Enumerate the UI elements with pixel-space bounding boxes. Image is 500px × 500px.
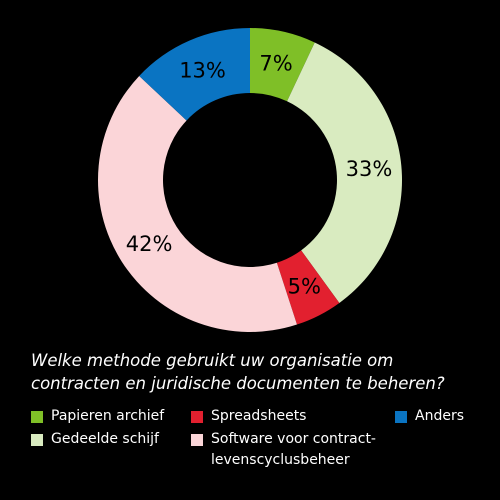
legend-swatch-anders — [395, 411, 407, 423]
legend-label-spreadsheets: Spreadsheets — [211, 406, 306, 427]
slice-label-spreadsheets: 5% — [288, 274, 321, 298]
slice-label-papieren-archief: 7% — [259, 51, 292, 75]
legend-label-software-clm-line-1: Software voor contract- — [211, 431, 376, 447]
slice-label-gedeelde-schijf: 33% — [346, 157, 393, 181]
legend-label-spreadsheets-line-1: Spreadsheets — [211, 408, 307, 424]
legend-swatch-spreadsheets — [191, 411, 203, 423]
legend-label-gedeelde-schijf-line-1: Gedeelde schijf — [51, 431, 159, 447]
legend-label-papieren-archief-line-1: Papieren archief — [51, 408, 165, 424]
slice-software-voor-contract-levenscyclusbeheer — [98, 75, 297, 332]
legend-label-software-clm-line-2: levenscyclusbeheer — [211, 452, 350, 468]
legend-swatch-papieren-archief — [31, 411, 43, 423]
legend-item-spreadsheets: Spreadsheets — [191, 406, 306, 427]
donut-chart: 7% 33% 5% 42% 13% — [98, 28, 402, 332]
slice-label-software-voor-contract-levenscyclusbeheer: 42% — [126, 232, 173, 256]
legend-item-gedeelde-schijf: Gedeelde schijf — [31, 429, 159, 450]
slice-papieren-archief — [250, 28, 315, 102]
slice-label-anders: 13% — [179, 58, 226, 82]
chart-title-line-1: Welke methode gebruikt uw organisatie om — [31, 351, 394, 370]
legend-swatch-software-clm — [191, 434, 203, 446]
legend-label-anders: Anders — [415, 406, 464, 427]
legend-label-papieren-archief: Papieren archief — [51, 406, 164, 427]
donut-chart-svg: 7% 33% 5% 42% 13% — [98, 28, 402, 332]
legend-label-gedeelde-schijf: Gedeelde schijf — [51, 429, 159, 450]
slice-anders — [139, 28, 250, 121]
legend-item-papieren-archief: Papieren archief — [31, 406, 164, 427]
legend-item-software-clm: Software voor contract- levenscyclusbehe… — [191, 429, 376, 471]
chart-title-line-2: contracten en juridische documenten te b… — [31, 374, 445, 393]
legend-label-anders-line-1: Anders — [415, 408, 464, 424]
chart-title: Welke methode gebruikt uw organisatie om… — [31, 349, 491, 395]
slice-gedeelde-schijf — [287, 42, 402, 303]
legend-swatch-gedeelde-schijf — [31, 434, 43, 446]
slice-spreadsheets — [276, 250, 340, 325]
legend-label-software-clm: Software voor contract- levenscyclusbehe… — [211, 429, 376, 471]
legend-item-anders: Anders — [395, 406, 464, 427]
